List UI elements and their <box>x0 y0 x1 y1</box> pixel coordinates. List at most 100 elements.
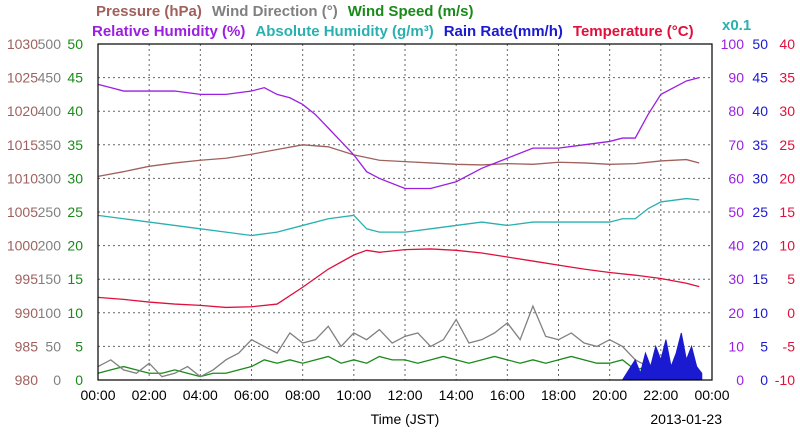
legend-item-2: Wind Speed (m/s) <box>348 3 474 20</box>
tick-pressure: 995 <box>15 271 39 287</box>
x-tick-label: 00:00 <box>694 387 729 403</box>
tick-rain_rate: 35 <box>752 137 768 153</box>
x-tick-label: 12:00 <box>387 387 422 403</box>
tick-relative_humidity: 80 <box>728 103 744 119</box>
series-rain-rate <box>98 332 703 381</box>
tick-rain_rate: 45 <box>752 70 768 86</box>
tick-pressure: 1015 <box>7 137 38 153</box>
tick-wind_direction: 200 <box>38 238 62 254</box>
series-line-1 <box>97 76 700 190</box>
x-tick-label: 04:00 <box>183 387 218 403</box>
tick-temperature: 30 <box>779 103 795 119</box>
tick-relative_humidity: 50 <box>728 204 744 220</box>
tick-wind_speed: 25 <box>67 204 83 220</box>
x-tick-label: 02:00 <box>132 387 167 403</box>
x-multiplier-label: x0.1 <box>722 17 751 34</box>
tick-wind_direction: 400 <box>38 103 62 119</box>
series-line-2 <box>97 197 700 237</box>
date-label: 2013-01-23 <box>650 411 722 427</box>
x-tick-label: 10:00 <box>336 387 371 403</box>
series-line-5 <box>97 304 700 378</box>
tick-rain_rate: 25 <box>752 204 768 220</box>
legend-item-1: Wind Direction (°) <box>212 3 338 20</box>
legend-item-row2-3: Temperature (°C) <box>573 23 694 40</box>
tick-wind_speed: 35 <box>67 137 83 153</box>
tick-relative_humidity: 90 <box>728 70 744 86</box>
tick-rain_rate: 30 <box>752 170 768 186</box>
plot-frame <box>97 43 713 381</box>
x-tick-label: 06:00 <box>234 387 269 403</box>
plot-border <box>97 43 713 381</box>
series-line-4 <box>97 355 700 378</box>
x-tick-label: 16:00 <box>490 387 525 403</box>
tick-wind_direction: 50 <box>45 338 61 354</box>
tick-relative_humidity: 20 <box>728 305 744 321</box>
legend-item-row2-0: Relative Humidity (%) <box>92 23 245 40</box>
tick-wind_direction: 100 <box>38 305 62 321</box>
legend: Pressure (hPa) Wind Direction (°) Wind Spe… <box>92 3 751 40</box>
tick-wind_speed: 10 <box>67 305 83 321</box>
tick-temperature: 20 <box>779 170 795 186</box>
tick-wind_speed: 15 <box>67 271 83 287</box>
tick-temperature: 10 <box>779 238 795 254</box>
tick-relative_humidity: 60 <box>728 170 744 186</box>
tick-pressure: 1025 <box>7 70 38 86</box>
tick-rain_rate: 10 <box>752 305 768 321</box>
x-tick-label: 22:00 <box>643 387 678 403</box>
tick-wind_direction: 250 <box>38 204 62 220</box>
tick-relative_humidity: 0 <box>736 372 744 388</box>
tick-rain_rate: 0 <box>760 372 768 388</box>
tick-wind_direction: 450 <box>38 70 62 86</box>
tick-pressure: 1020 <box>7 103 38 119</box>
tick-temperature: 15 <box>779 204 795 220</box>
x-tick-label: 18:00 <box>541 387 576 403</box>
series-group <box>97 76 703 381</box>
tick-relative_humidity: 70 <box>728 137 744 153</box>
series-line-3 <box>97 248 700 309</box>
legend-item-0: Pressure (hPa) <box>96 3 202 20</box>
x-tick-label: 14:00 <box>439 387 474 403</box>
tick-rain_rate: 5 <box>760 338 768 354</box>
series-line-0 <box>97 144 700 178</box>
tick-wind_direction: 300 <box>38 170 62 186</box>
x-tick-label: 08:00 <box>285 387 320 403</box>
tick-wind_direction: 150 <box>38 271 62 287</box>
tick-temperature: 35 <box>779 70 795 86</box>
tick-relative_humidity: 10 <box>728 338 744 354</box>
tick-relative_humidity: 30 <box>728 271 744 287</box>
tick-pressure: 1005 <box>7 204 38 220</box>
tick-wind_direction: 0 <box>53 372 61 388</box>
tick-pressure: 980 <box>15 372 39 388</box>
tick-wind_speed: 30 <box>67 170 83 186</box>
tick-temperature: -10 <box>775 372 795 388</box>
tick-pressure: 1000 <box>7 238 38 254</box>
tick-wind_speed: 45 <box>67 70 83 86</box>
x-tick-label: 20:00 <box>592 387 627 403</box>
tick-pressure: 990 <box>15 305 39 321</box>
tick-temperature: 40 <box>779 36 795 52</box>
tick-rain_rate: 20 <box>752 238 768 254</box>
tick-wind_speed: 40 <box>67 103 83 119</box>
tick-rain_rate: 40 <box>752 103 768 119</box>
tick-relative_humidity: 100 <box>721 36 745 52</box>
tick-wind_direction: 500 <box>38 36 62 52</box>
axis-labels: 1030102510201015101010051000995990985980… <box>7 36 795 427</box>
tick-rain_rate: 50 <box>752 36 768 52</box>
tick-temperature: 5 <box>787 271 795 287</box>
tick-relative_humidity: 40 <box>728 238 744 254</box>
tick-wind_speed: 50 <box>67 36 83 52</box>
tick-wind_speed: 5 <box>75 338 83 354</box>
tick-temperature: -5 <box>783 338 796 354</box>
tick-rain_rate: 15 <box>752 271 768 287</box>
tick-pressure: 1030 <box>7 36 38 52</box>
x-tick-label: 00:00 <box>80 387 115 403</box>
plot-grid <box>98 44 712 380</box>
x-axis-label: Time (JST) <box>371 411 440 427</box>
tick-pressure: 1010 <box>7 170 38 186</box>
tick-temperature: 0 <box>787 305 795 321</box>
tick-wind_speed: 20 <box>67 238 83 254</box>
tick-wind_direction: 350 <box>38 137 62 153</box>
tick-temperature: 25 <box>779 137 795 153</box>
legend-item-row2-1: Absolute Humidity (g/m³) <box>255 23 433 40</box>
